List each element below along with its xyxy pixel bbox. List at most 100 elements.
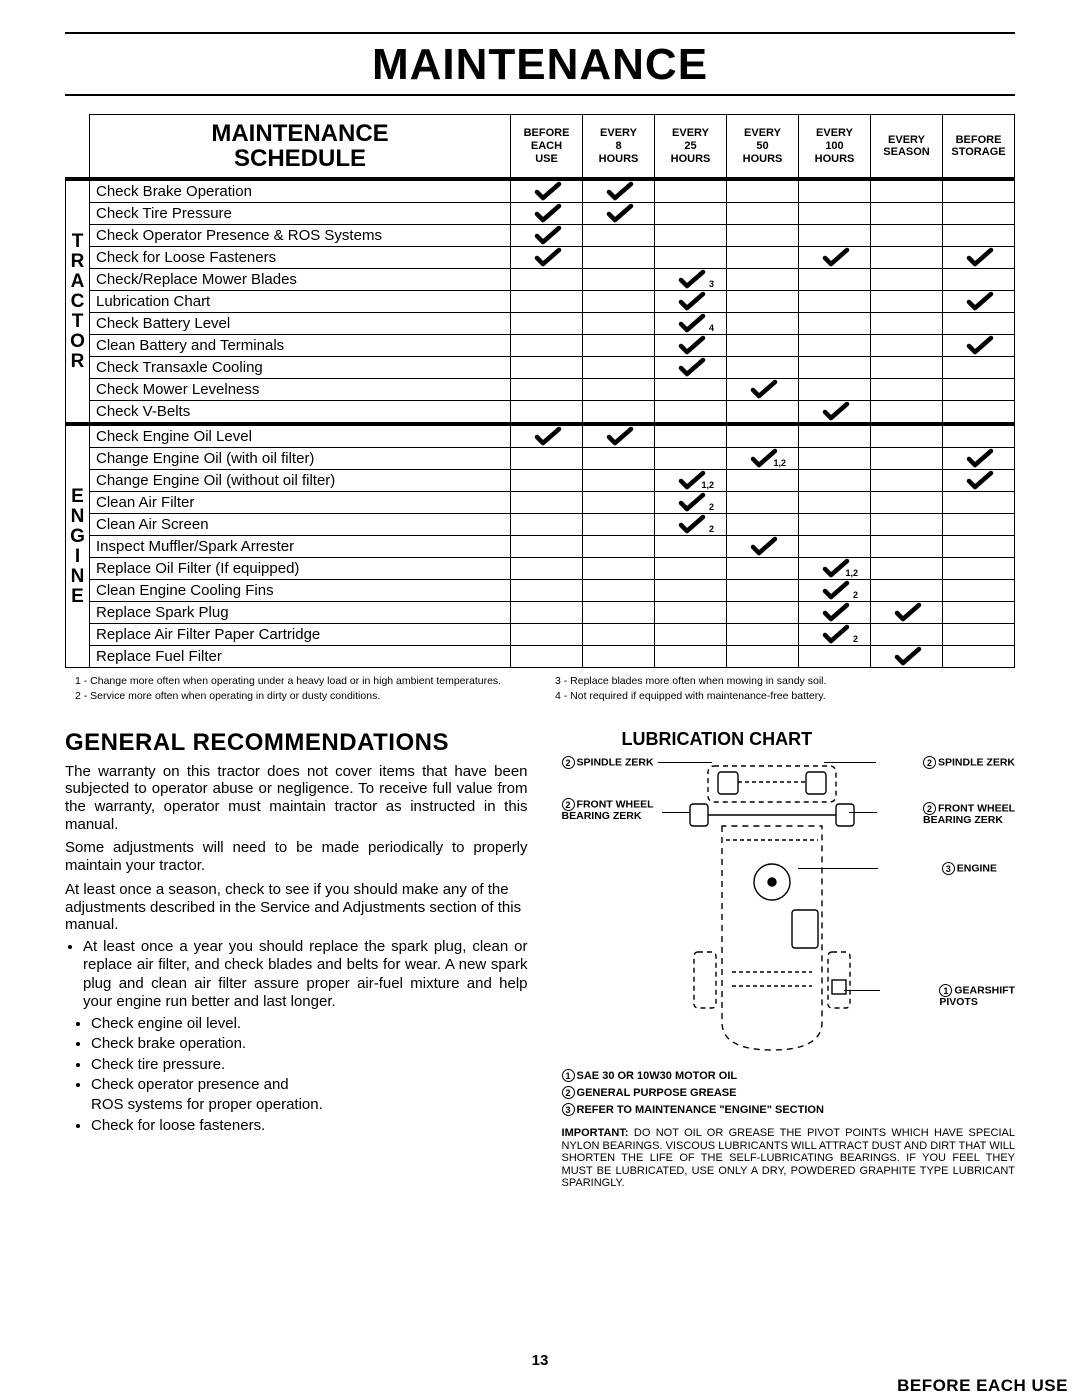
empty-cell bbox=[871, 514, 943, 536]
check-cell bbox=[655, 291, 727, 313]
empty-cell bbox=[727, 580, 799, 602]
footnotes-right: 3 - Replace blades more often when mowin… bbox=[555, 674, 1005, 702]
empty-cell bbox=[727, 291, 799, 313]
empty-cell bbox=[511, 624, 583, 646]
empty-cell bbox=[799, 357, 871, 379]
empty-cell bbox=[511, 291, 583, 313]
row-label: Clean Air Filter bbox=[90, 492, 511, 514]
empty-cell bbox=[727, 313, 799, 335]
legend-item: 2GENERAL PURPOSE GREASE bbox=[562, 1085, 1015, 1102]
empty-cell bbox=[511, 492, 583, 514]
check-cell bbox=[655, 335, 727, 357]
check-cell bbox=[655, 357, 727, 379]
lubrication-heading: LUBRICATION CHART bbox=[622, 729, 1015, 750]
row-label: Check/Replace Mower Blades bbox=[90, 269, 511, 291]
footnote-1: 1 - Change more often when operating und… bbox=[75, 674, 525, 688]
schedule-heading: MAINTENANCESCHEDULE bbox=[90, 115, 511, 180]
empty-cell bbox=[583, 335, 655, 357]
empty-cell bbox=[583, 646, 655, 668]
empty-cell bbox=[799, 179, 871, 203]
empty-cell bbox=[655, 646, 727, 668]
important-label: IMPORTANT: bbox=[562, 1127, 629, 1139]
footnote-2: 2 - Service more often when operating in… bbox=[75, 689, 525, 703]
empty-cell bbox=[511, 448, 583, 470]
empty-cell bbox=[799, 203, 871, 225]
empty-cell bbox=[727, 335, 799, 357]
row-label: Clean Battery and Terminals bbox=[90, 335, 511, 357]
empty-cell bbox=[943, 624, 1015, 646]
empty-cell bbox=[583, 536, 655, 558]
label-gearshift1: GEARSHIFT bbox=[954, 984, 1015, 996]
empty-cell bbox=[583, 492, 655, 514]
before-use-item: Check tire pressure. bbox=[91, 1056, 528, 1074]
check-cell bbox=[943, 335, 1015, 357]
check-cell: 4 bbox=[655, 313, 727, 335]
empty-cell bbox=[511, 580, 583, 602]
check-cell bbox=[727, 536, 799, 558]
empty-cell bbox=[655, 401, 727, 425]
empty-cell bbox=[511, 602, 583, 624]
before-use-item: Check brake operation. bbox=[91, 1035, 528, 1053]
empty-cell bbox=[511, 335, 583, 357]
table-footnotes: 1 - Change more often when operating und… bbox=[65, 674, 1015, 702]
empty-cell bbox=[727, 424, 799, 448]
empty-cell bbox=[799, 448, 871, 470]
empty-cell bbox=[727, 624, 799, 646]
row-label: Check Brake Operation bbox=[90, 179, 511, 203]
empty-cell bbox=[583, 379, 655, 401]
important-text: DO NOT OIL OR GREASE THE PIVOT POINTS WH… bbox=[562, 1127, 1015, 1190]
empty-cell bbox=[511, 401, 583, 425]
empty-cell bbox=[799, 536, 871, 558]
general-p3: At least once a season, check to see if … bbox=[65, 881, 528, 934]
empty-cell bbox=[943, 203, 1015, 225]
empty-cell bbox=[799, 225, 871, 247]
empty-cell bbox=[871, 225, 943, 247]
empty-cell bbox=[583, 580, 655, 602]
empty-cell bbox=[655, 247, 727, 269]
empty-cell bbox=[871, 424, 943, 448]
check-cell: 3 bbox=[655, 269, 727, 291]
empty-cell bbox=[655, 602, 727, 624]
check-cell bbox=[799, 401, 871, 425]
empty-cell bbox=[943, 558, 1015, 580]
empty-cell bbox=[655, 203, 727, 225]
empty-cell bbox=[655, 179, 727, 203]
empty-cell bbox=[727, 514, 799, 536]
section-tractor: TRACTOR bbox=[66, 179, 90, 424]
check-cell bbox=[943, 448, 1015, 470]
empty-cell bbox=[943, 313, 1015, 335]
row-label: Check for Loose Fasteners bbox=[90, 247, 511, 269]
empty-cell bbox=[799, 514, 871, 536]
empty-cell bbox=[943, 379, 1015, 401]
empty-cell bbox=[655, 624, 727, 646]
row-label: Check Transaxle Cooling bbox=[90, 357, 511, 379]
empty-cell bbox=[871, 357, 943, 379]
label-front-wheel-left2: BEARING ZERK bbox=[562, 810, 642, 822]
empty-cell bbox=[871, 247, 943, 269]
empty-cell bbox=[727, 269, 799, 291]
check-cell: 2 bbox=[655, 492, 727, 514]
check-cell bbox=[943, 291, 1015, 313]
empty-cell bbox=[871, 558, 943, 580]
row-label: Check Battery Level bbox=[90, 313, 511, 335]
empty-cell bbox=[871, 470, 943, 492]
check-cell bbox=[511, 424, 583, 448]
schedule-col-4: EVERY100HOURS bbox=[799, 115, 871, 180]
empty-cell bbox=[583, 514, 655, 536]
check-cell bbox=[511, 179, 583, 203]
empty-cell bbox=[583, 357, 655, 379]
empty-cell bbox=[511, 379, 583, 401]
check-cell bbox=[583, 179, 655, 203]
legend-item: 3REFER TO MAINTENANCE "ENGINE" SECTION bbox=[562, 1102, 1015, 1119]
empty-cell bbox=[799, 335, 871, 357]
empty-cell bbox=[511, 558, 583, 580]
empty-cell bbox=[511, 313, 583, 335]
schedule-col-0: BEFOREEACHUSE bbox=[511, 115, 583, 180]
empty-cell bbox=[727, 558, 799, 580]
schedule-col-1: EVERY8HOURS bbox=[583, 115, 655, 180]
empty-cell bbox=[871, 624, 943, 646]
empty-cell bbox=[871, 401, 943, 425]
check-cell bbox=[583, 203, 655, 225]
schedule-col-6: BEFORESTORAGE bbox=[943, 115, 1015, 180]
empty-cell bbox=[655, 379, 727, 401]
